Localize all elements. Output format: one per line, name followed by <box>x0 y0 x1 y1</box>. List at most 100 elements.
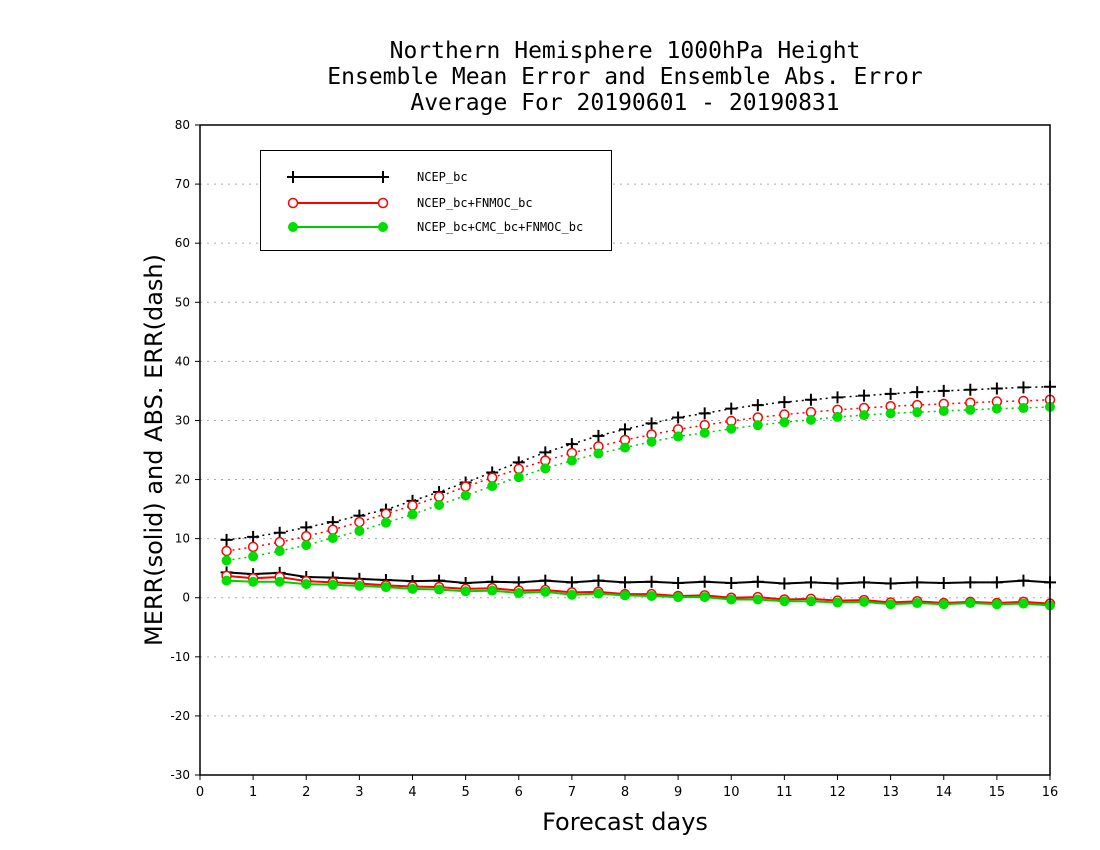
merr-point-ncep-cmc-fnmoc <box>726 594 737 605</box>
x-tick-label: 16 <box>1042 785 1059 800</box>
abs-err-point-ncep-cmc-fnmoc <box>301 540 312 551</box>
abs-err-point-ncep-cmc-fnmoc <box>991 403 1002 414</box>
merr-point-ncep-bc <box>804 576 817 589</box>
merr-point-ncep-cmc-fnmoc <box>221 575 232 586</box>
abs-err-point-ncep-cmc-fnmoc <box>221 555 232 566</box>
abs-err-line-ncep-fnmoc <box>226 399 1051 552</box>
abs-err-point-ncep-cmc-fnmoc <box>513 472 524 483</box>
abs-err-point-ncep-bc <box>831 391 844 404</box>
merr-point-ncep-cmc-fnmoc <box>540 586 551 597</box>
merr-point-ncep-cmc-fnmoc <box>301 579 312 590</box>
abs-err-point-ncep-cmc-fnmoc <box>460 490 471 501</box>
x-tick-label: 9 <box>674 785 682 800</box>
abs-err-point-ncep-cmc-fnmoc <box>885 408 896 419</box>
merr-point-ncep-cmc-fnmoc <box>991 599 1002 610</box>
merr-point-ncep-cmc-fnmoc <box>513 588 524 598</box>
x-axis-label: Forecast days <box>542 808 708 836</box>
abs-err-point-ncep-bc <box>858 389 871 402</box>
x-tick-label: 0 <box>196 785 204 800</box>
y-tick-label: 20 <box>175 473 190 487</box>
chart-title-line-3: Average For 20190601 - 20190831 <box>410 90 840 116</box>
legend-label-ncep-bc: NCEP_bc <box>417 170 468 184</box>
series-ncep-fnmoc <box>221 394 1056 609</box>
abs-err-point-ncep-cmc-fnmoc <box>805 414 816 425</box>
abs-err-point-ncep-fnmoc <box>460 481 471 492</box>
merr-point-ncep-bc <box>751 575 764 588</box>
series-ncep-bc <box>220 380 1056 590</box>
legend-label-ncep-cmc-fnmoc: NCEP_bc+CMC_bc+FNMOC_bc <box>417 220 584 234</box>
x-tick-label: 1 <box>249 785 257 800</box>
abs-err-point-ncep-fnmoc <box>433 491 445 502</box>
merr-point-ncep-bc <box>990 576 1003 589</box>
abs-err-point-ncep-bc <box>778 396 791 409</box>
abs-err-point-ncep-fnmoc <box>354 516 365 528</box>
merr-point-ncep-bc <box>619 576 631 589</box>
x-tick-label: 11 <box>776 785 793 800</box>
abs-err-point-ncep-fnmoc <box>513 463 524 475</box>
merr-point-ncep-cmc-fnmoc <box>912 598 923 609</box>
abs-err-point-ncep-cmc-fnmoc <box>566 455 577 466</box>
x-tick-label: 7 <box>568 785 576 800</box>
merr-point-ncep-bc <box>539 574 552 587</box>
merr-point-ncep-bc <box>884 577 897 590</box>
merr-point-ncep-cmc-fnmoc <box>434 584 445 595</box>
legend-label-ncep-fnmoc: NCEP_bc+FNMOC_bc <box>417 196 533 210</box>
merr-point-ncep-cmc-fnmoc <box>965 598 976 609</box>
merr-point-ncep-bc <box>937 576 950 589</box>
x-tick-label: 12 <box>829 785 846 800</box>
abs-err-point-ncep-cmc-fnmoc <box>938 406 949 416</box>
abs-err-point-ncep-cmc-fnmoc <box>487 481 498 492</box>
y-tick-label: 80 <box>175 118 190 132</box>
abs-err-point-ncep-cmc-fnmoc <box>646 436 657 447</box>
abs-err-point-ncep-cmc-fnmoc <box>673 431 684 442</box>
abs-err-point-ncep-cmc-fnmoc <box>832 411 843 422</box>
abs-err-point-ncep-fnmoc <box>327 524 339 536</box>
y-tick-label: 30 <box>175 413 190 427</box>
abs-err-point-ncep-fnmoc <box>301 531 312 542</box>
abs-err-point-ncep-fnmoc <box>407 500 418 511</box>
abs-err-point-ncep-bc <box>937 384 950 397</box>
abs-err-point-ncep-bc <box>645 417 658 430</box>
x-tick-label: 14 <box>935 785 952 800</box>
abs-err-point-ncep-bc <box>990 382 1003 395</box>
abs-err-point-ncep-cmc-fnmoc <box>540 463 551 474</box>
abs-err-point-ncep-bc <box>220 533 233 546</box>
merr-point-ncep-cmc-fnmoc <box>859 596 870 607</box>
abs-err-point-ncep-bc <box>725 402 738 415</box>
y-tick-label: 10 <box>175 532 190 546</box>
abs-err-point-ncep-cmc-fnmoc <box>274 546 285 557</box>
merr-point-ncep-cmc-fnmoc <box>460 586 471 597</box>
y-tick-label: 60 <box>175 236 190 250</box>
merr-point-ncep-bc <box>964 576 977 589</box>
legend-swatch-ncep-cmc-fnmoc <box>288 222 388 232</box>
merr-point-ncep-cmc-fnmoc <box>779 596 790 607</box>
abs-err-point-ncep-cmc-fnmoc <box>620 442 630 453</box>
abs-err-point-ncep-cmc-fnmoc <box>752 420 763 431</box>
chart-title-line-1: Northern Hemisphere 1000hPa Height <box>389 38 861 64</box>
abs-err-line-ncep-cmc-fnmoc <box>226 406 1051 562</box>
legend-swatch-ncep-fnmoc <box>287 197 389 209</box>
abs-err-point-ncep-cmc-fnmoc <box>407 509 418 520</box>
abs-err-point-ncep-bc <box>751 399 764 412</box>
merr-point-ncep-cmc-fnmoc <box>938 599 949 610</box>
abs-err-point-ncep-bc <box>698 407 711 420</box>
y-tick-label: 70 <box>175 177 190 191</box>
x-tick-label: 10 <box>723 785 740 800</box>
y-tick-label: -20 <box>170 709 190 723</box>
merr-point-ncep-bc <box>858 576 871 589</box>
merr-point-ncep-bc <box>645 575 658 588</box>
legend: NCEP_bc NCEP_bc+FNMOC_bc NCEP_bc+CMC_bc+… <box>260 150 612 251</box>
abs-err-point-ncep-bc <box>592 429 605 442</box>
merr-point-ncep-cmc-fnmoc <box>354 580 365 591</box>
y-axis-label: MERR(solid) and ABS. ERR(dash) <box>140 254 168 646</box>
series-layer <box>220 380 1056 611</box>
abs-err-point-ncep-cmc-fnmoc <box>380 517 391 528</box>
merr-point-ncep-bc <box>672 576 685 589</box>
abs-err-point-ncep-bc <box>672 411 685 424</box>
merr-point-ncep-cmc-fnmoc <box>380 582 391 593</box>
merr-line-ncep-bc <box>226 571 1051 585</box>
abs-err-point-ncep-fnmoc <box>221 545 232 557</box>
merr-point-ncep-bc <box>1017 574 1030 587</box>
merr-point-ncep-cmc-fnmoc <box>566 589 577 600</box>
